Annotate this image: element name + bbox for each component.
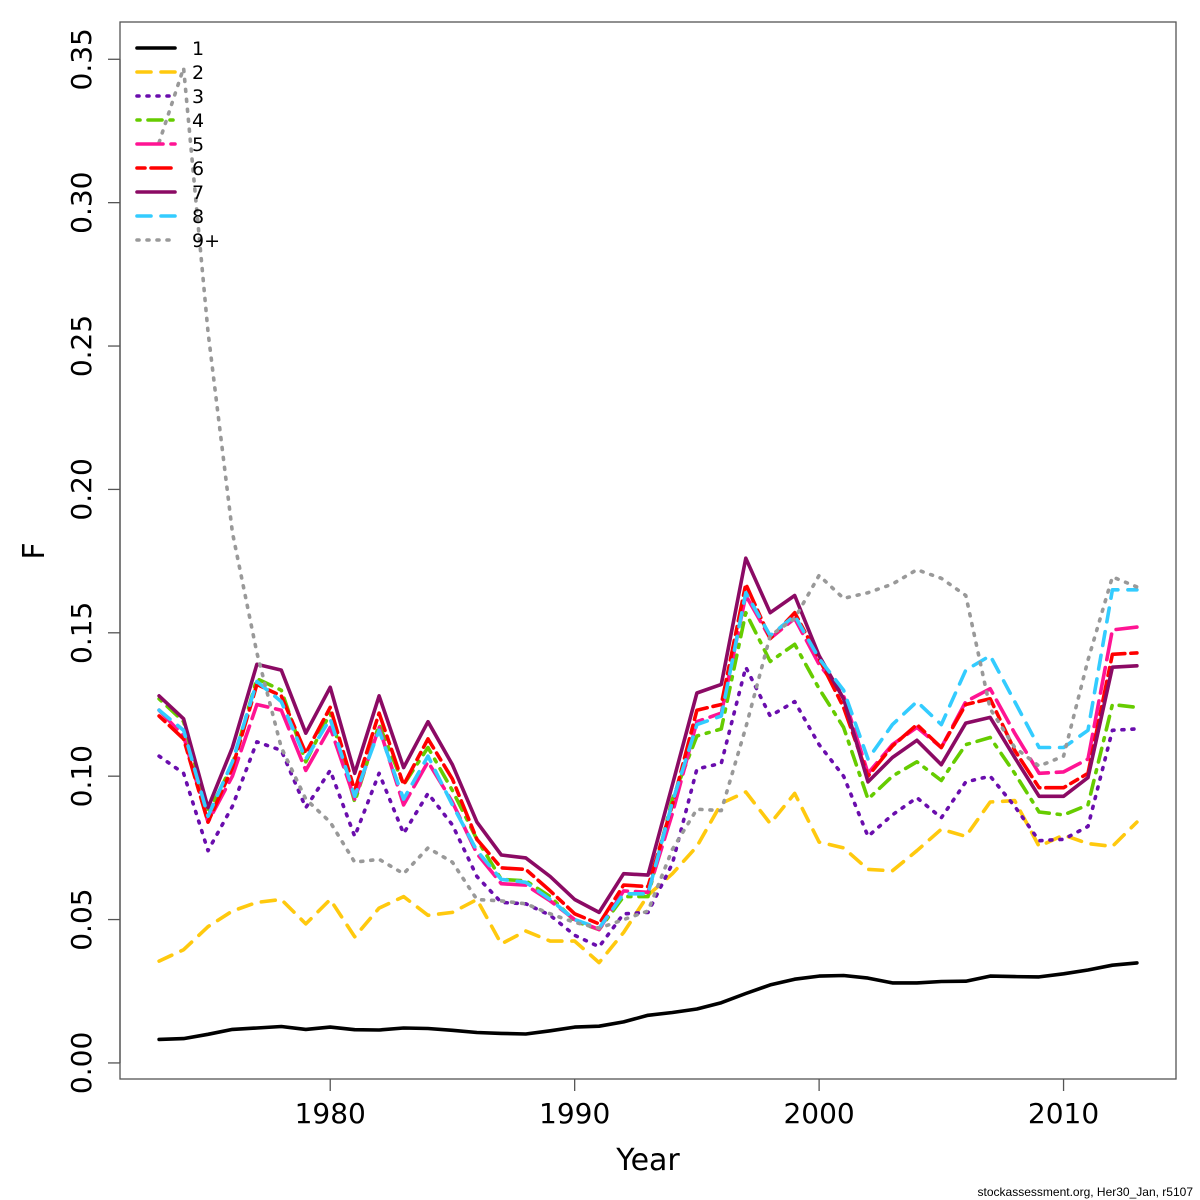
series-line-age-5 (157, 593, 1139, 932)
legend-item-age-5: 5 (135, 134, 204, 156)
legend-item-age-8: 8 (135, 206, 204, 228)
footer-credit: stockassessment.org, Her30_Jan, r5107 (978, 1185, 1194, 1199)
legend-item-age-7: 7 (135, 182, 204, 204)
x-axis-title: Year (615, 1143, 680, 1178)
legend-item-age-9plus: 9+ (135, 230, 220, 252)
legend-label: 5 (192, 134, 204, 156)
legend-label: 8 (192, 206, 204, 228)
legend-label: 2 (192, 62, 204, 84)
y-axis-title: F (17, 542, 52, 559)
y-tick-label: 0.20 (65, 458, 98, 520)
series-line-age-1 (157, 961, 1139, 1042)
x-tick-label: 1980 (295, 1097, 366, 1130)
legend-label: 4 (192, 110, 204, 132)
x-axis: 1980 1990 2000 2010 (295, 1079, 1099, 1130)
legend-item-age-6: 6 (135, 158, 204, 180)
legend-item-age-4: 4 (135, 110, 204, 132)
legend-label: 7 (192, 182, 204, 204)
y-tick-label: 0.00 (65, 1032, 98, 1094)
legend-label: 3 (192, 86, 204, 108)
series-layer (157, 66, 1139, 1042)
series-line-age-8 (157, 587, 1139, 931)
y-tick-label: 0.05 (65, 888, 98, 950)
series-line-age-6 (157, 582, 1139, 926)
legend-item-age-2: 2 (135, 62, 204, 84)
y-tick-label: 0.35 (65, 28, 98, 90)
y-tick-label: 0.25 (65, 315, 98, 377)
x-tick-label: 2010 (1028, 1097, 1099, 1130)
x-tick-label: 2000 (783, 1097, 854, 1130)
y-tick-label: 0.15 (65, 602, 98, 664)
y-axis: 0.00 0.05 0.10 0.15 0.20 0.25 0.30 0.35 (65, 28, 121, 1094)
y-tick-label: 0.30 (65, 172, 98, 234)
legend-item-age-3: 3 (135, 86, 204, 108)
legend-label: 1 (192, 38, 204, 60)
x-tick-label: 1990 (539, 1097, 610, 1130)
legend-item-age-1: 1 (135, 38, 204, 60)
series-line-age-7 (157, 556, 1139, 915)
legend-label: 6 (192, 158, 204, 180)
legend-label: 9+ (192, 230, 220, 252)
series-line-age-9plus (157, 66, 1139, 931)
y-tick-label: 0.10 (65, 745, 98, 807)
